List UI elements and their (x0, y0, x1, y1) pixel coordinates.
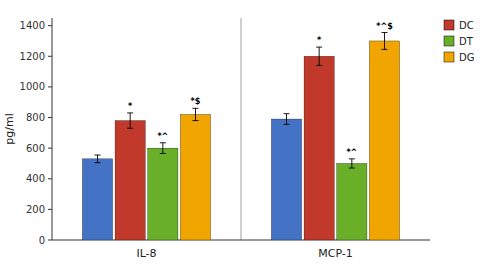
bar (271, 119, 301, 240)
y-tick (48, 148, 52, 149)
error-bar (316, 47, 322, 65)
y-tick (48, 178, 52, 179)
y-tick-label: 1000 (20, 81, 45, 92)
y-tick-label: 1400 (20, 20, 45, 31)
y-tick-label: 200 (26, 204, 45, 215)
error-bar-cap (381, 49, 387, 50)
legend: DC DT DG (444, 20, 474, 63)
y-tick (48, 25, 52, 26)
y-tick-label: 1200 (20, 51, 45, 62)
error-bar-cap (127, 112, 133, 113)
error-bar-cap (95, 155, 101, 156)
annotation: * (128, 102, 133, 111)
chart: 0 200 400 600 800 1000 1200 1400 pg/ml IL-8 MCP-1 *… (0, 0, 500, 266)
error-bar-cap (160, 142, 166, 143)
error-bar-cap (284, 113, 290, 114)
bars (82, 33, 399, 240)
y-tick (48, 86, 52, 87)
legend-swatch (444, 52, 454, 62)
y-axis-label: pg/ml (3, 113, 16, 144)
error-bar-cap (349, 168, 355, 169)
error-bar-cap (316, 65, 322, 66)
error-bar-cap (192, 108, 198, 109)
error-bar (127, 113, 133, 128)
error-bar-cap (160, 153, 166, 154)
error-bar (160, 143, 166, 154)
annotation: *^ (346, 148, 357, 157)
annotation: *^$ (376, 22, 393, 31)
y-tick (48, 240, 52, 241)
y-tick (48, 117, 52, 118)
error-bar-stem (130, 113, 131, 128)
error-bar-stem (97, 155, 98, 163)
legend-swatch (444, 36, 454, 46)
error-bar-cap (127, 128, 133, 129)
error-bar-stem (286, 114, 287, 125)
bar (369, 41, 399, 240)
error-bar-stem (195, 108, 196, 120)
error-bar-cap (284, 124, 290, 125)
y-tick-label: 800 (26, 112, 45, 123)
x-tick-label: MCP-1 (318, 247, 353, 260)
error-bar (284, 114, 290, 125)
bar (115, 121, 145, 240)
y-tick-label: 0 (39, 235, 45, 246)
bar (337, 163, 367, 240)
legend-label: DT (459, 36, 474, 47)
error-bar-cap (381, 32, 387, 33)
error-bar (192, 108, 198, 120)
bar (148, 148, 178, 240)
legend-label: DG (459, 52, 474, 63)
error-bar-stem (162, 143, 163, 154)
error-bar (95, 155, 101, 163)
group-divider (241, 18, 242, 240)
annotation: * (317, 36, 322, 45)
y-tick-label: 600 (26, 143, 45, 154)
legend-swatch (444, 20, 454, 30)
error-bar (381, 33, 387, 50)
error-bar-stem (384, 33, 385, 50)
error-bar-cap (316, 47, 322, 48)
error-bar-cap (349, 158, 355, 159)
bar (180, 114, 210, 240)
y-tick (48, 209, 52, 210)
y-axis-line (52, 18, 53, 240)
error-bar-cap (95, 162, 101, 163)
x-tick-label: IL-8 (136, 247, 156, 260)
error-bar-stem (319, 47, 320, 65)
annotation: *^ (157, 132, 168, 141)
annotation: *$ (191, 97, 201, 106)
legend-label: DC (459, 20, 474, 31)
bar (82, 159, 112, 240)
y-tick (48, 56, 52, 57)
error-bar (349, 159, 355, 168)
error-bar-stem (351, 159, 352, 168)
error-bar-cap (192, 120, 198, 121)
y-tick-label: 400 (26, 173, 45, 184)
bar (304, 56, 334, 240)
